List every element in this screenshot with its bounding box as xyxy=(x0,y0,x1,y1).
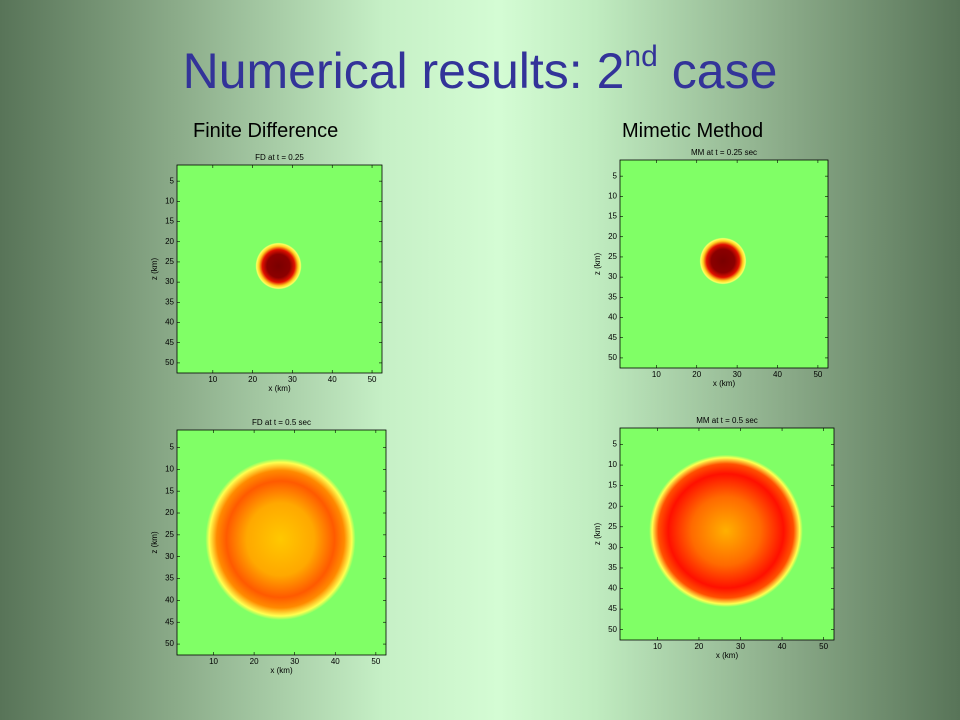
heatmap-wave xyxy=(255,242,302,290)
x-tick-label: 20 xyxy=(692,370,701,379)
axes-frame xyxy=(176,164,383,374)
x-tick-label: 30 xyxy=(288,375,297,384)
y-tick-label: 20 xyxy=(165,508,174,517)
heatmap-wave xyxy=(649,454,803,608)
y-tick-label: 15 xyxy=(608,212,617,221)
y-tick-label: 35 xyxy=(608,563,617,572)
y-tick-label: 5 xyxy=(170,443,175,452)
x-tick-label: 20 xyxy=(248,375,257,384)
axes-frame xyxy=(619,427,835,641)
x-tick-label: 10 xyxy=(209,657,218,666)
y-tick-label: 15 xyxy=(608,481,617,490)
y-tick-label: 50 xyxy=(165,639,174,648)
x-tick-label: 10 xyxy=(652,370,661,379)
x-tick-label: 10 xyxy=(653,642,662,651)
x-tick-label: 50 xyxy=(819,642,828,651)
x-tick-label: 20 xyxy=(250,657,259,666)
heatmap-wave xyxy=(699,237,747,285)
plot-title: FD at t = 0.5 sec xyxy=(252,418,311,427)
y-tick-label: 45 xyxy=(608,333,617,342)
x-tick-label: 50 xyxy=(813,370,822,379)
slide-title: Numerical results: 2nd case xyxy=(0,40,960,100)
y-tick-label: 45 xyxy=(165,617,174,626)
title-text: Numerical results: 2 xyxy=(182,43,625,99)
x-tick-label: 30 xyxy=(736,642,745,651)
y-tick-label: 50 xyxy=(608,353,617,362)
column-label: Mimetic Method xyxy=(622,120,764,142)
y-tick-label: 20 xyxy=(165,237,174,246)
y-tick-label: 35 xyxy=(608,292,617,301)
title-end: case xyxy=(671,43,778,99)
plot-title: MM at t = 0.5 sec xyxy=(696,416,758,425)
y-tick-label: 30 xyxy=(608,272,617,281)
x-tick-label: 40 xyxy=(331,657,340,666)
y-axis-label: z (km) xyxy=(593,253,602,276)
title-superscript: nd xyxy=(624,40,658,73)
y-tick-label: 15 xyxy=(165,486,174,495)
plot-title: FD at t = 0.25 xyxy=(255,153,304,162)
x-tick-label: 40 xyxy=(328,375,337,384)
y-tick-label: 40 xyxy=(608,584,617,593)
y-tick-label: 25 xyxy=(165,530,174,539)
plot-title: MM at t = 0.25 sec xyxy=(691,148,757,157)
x-axis-label: x (km) xyxy=(268,384,291,393)
x-tick-label: 40 xyxy=(778,642,787,651)
x-tick-label: 10 xyxy=(208,375,217,384)
y-tick-label: 20 xyxy=(608,232,617,241)
y-tick-label: 45 xyxy=(165,338,174,347)
y-tick-label: 10 xyxy=(608,460,617,469)
y-tick-label: 40 xyxy=(608,313,617,322)
column-label: Finite Difference xyxy=(193,120,339,142)
axes-frame xyxy=(619,159,829,369)
x-axis-label: x (km) xyxy=(270,666,293,675)
y-tick-label: 10 xyxy=(608,191,617,200)
y-axis-label: z (km) xyxy=(150,258,159,281)
x-axis-label: x (km) xyxy=(716,651,739,660)
y-tick-label: 30 xyxy=(165,277,174,286)
x-tick-label: 30 xyxy=(733,370,742,379)
y-tick-label: 40 xyxy=(165,318,174,327)
y-tick-label: 30 xyxy=(165,552,174,561)
y-tick-label: 45 xyxy=(608,604,617,613)
x-tick-label: 20 xyxy=(694,642,703,651)
x-tick-label: 40 xyxy=(773,370,782,379)
y-tick-label: 25 xyxy=(608,522,617,531)
y-tick-label: 20 xyxy=(608,501,617,510)
y-tick-label: 5 xyxy=(170,176,175,185)
y-tick-label: 25 xyxy=(608,252,617,261)
y-tick-label: 50 xyxy=(608,625,617,634)
y-tick-label: 50 xyxy=(165,358,174,367)
y-tick-label: 35 xyxy=(165,297,174,306)
y-tick-label: 30 xyxy=(608,542,617,551)
y-tick-label: 10 xyxy=(165,464,174,473)
x-axis-label: x (km) xyxy=(713,379,736,388)
x-tick-label: 50 xyxy=(368,375,377,384)
y-tick-label: 15 xyxy=(165,217,174,226)
y-tick-label: 5 xyxy=(613,440,618,449)
y-axis-label: z (km) xyxy=(593,523,602,546)
y-tick-label: 40 xyxy=(165,595,174,604)
heatmap-wave xyxy=(205,458,356,621)
y-tick-label: 25 xyxy=(165,257,174,266)
y-tick-label: 10 xyxy=(165,196,174,205)
axes-frame xyxy=(176,429,387,656)
x-tick-label: 50 xyxy=(371,657,380,666)
x-tick-label: 30 xyxy=(290,657,299,666)
y-tick-label: 5 xyxy=(613,171,618,180)
y-axis-label: z (km) xyxy=(150,531,159,554)
y-tick-label: 35 xyxy=(165,574,174,583)
